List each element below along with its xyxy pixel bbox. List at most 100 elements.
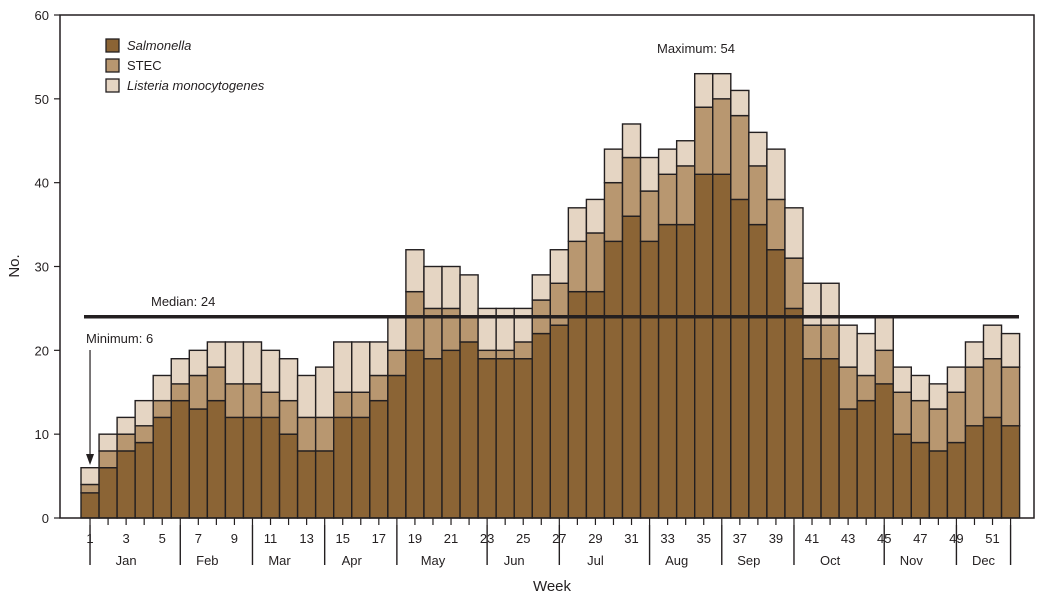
bar-segment-listeria-monocytogenes	[567, 207, 588, 243]
bar-segment-listeria-monocytogenes	[838, 324, 858, 368]
bar-segment-salmonella	[260, 416, 281, 519]
x-tick-label: 35	[696, 531, 710, 546]
bar-segment-salmonella	[80, 492, 100, 519]
bar-segment-listeria-monocytogenes	[549, 249, 570, 284]
month-label: Apr	[342, 553, 363, 568]
bar-segment-salmonella	[441, 349, 461, 519]
bar-segment-stec	[892, 391, 912, 435]
month-label: Jul	[587, 553, 604, 568]
bar-segment-listeria-monocytogenes	[982, 324, 1003, 360]
bar-segment-salmonella	[170, 399, 190, 519]
bar-segment-stec	[477, 349, 497, 360]
bar-segment-stec	[351, 391, 371, 419]
bar-segment-listeria-monocytogenes	[603, 148, 624, 184]
x-tick-label: 9	[231, 531, 238, 546]
bar-segment-stec	[766, 198, 786, 251]
bar-segment-stec	[567, 240, 588, 293]
y-axis: 0 10 20 30 40 50 60	[35, 8, 60, 526]
bar-segment-listeria-monocytogenes	[694, 72, 714, 108]
y-tick-label: 40	[35, 176, 49, 191]
bar-segment-listeria-monocytogenes	[874, 316, 894, 352]
bar-segment-stec	[748, 165, 768, 226]
bar-segment-listeria-monocytogenes	[928, 383, 949, 410]
bar-segment-stec	[405, 290, 425, 352]
bar-segment-salmonella	[314, 450, 335, 519]
bar-segment-stec	[946, 391, 967, 444]
bar-segment-salmonella	[675, 223, 696, 519]
x-tick-label: 41	[805, 531, 819, 546]
bar-segment-salmonella	[820, 358, 840, 519]
bar-segment-salmonella	[333, 416, 353, 519]
bar-segment-salmonella	[369, 399, 389, 519]
bar-segment-stec	[730, 114, 750, 201]
x-tick-label: 51	[985, 531, 999, 546]
bar-segment-stec	[712, 98, 732, 175]
y-tick-label: 30	[35, 260, 49, 275]
x-tick-label: 13	[299, 531, 313, 546]
bar-segment-listeria-monocytogenes	[333, 341, 353, 393]
bar-segment-stec	[495, 349, 515, 360]
x-tick-label: 33	[660, 531, 674, 546]
bar-segment-stec	[242, 383, 263, 419]
bar-segment-listeria-monocytogenes	[314, 366, 335, 419]
bar-segment-stec	[134, 425, 154, 444]
month-label: Jan	[116, 553, 137, 568]
bar-segment-salmonella	[802, 358, 822, 519]
bar-segment-listeria-monocytogenes	[98, 433, 118, 452]
bar-segment-stec	[188, 374, 209, 410]
bar-segment-stec	[675, 165, 696, 226]
bar-segment-listeria-monocytogenes	[152, 374, 172, 402]
bar-segment-listeria-monocytogenes	[260, 349, 281, 393]
bar-segment-salmonella	[712, 173, 732, 519]
x-tick-label: 43	[841, 531, 855, 546]
bar-segment-salmonella	[982, 416, 1003, 519]
bar-segment-listeria-monocytogenes	[856, 332, 876, 377]
bar-segment-listeria-monocytogenes	[242, 341, 263, 385]
bar-segment-stec	[116, 433, 136, 452]
bar-segment-salmonella	[946, 441, 967, 519]
bar-segment-salmonella	[964, 425, 985, 519]
bar-segment-salmonella	[603, 240, 624, 519]
bar-segment-listeria-monocytogenes	[405, 249, 425, 293]
bar-segment-salmonella	[910, 441, 931, 519]
bar-segment-salmonella	[694, 173, 714, 519]
bar-segment-stec	[585, 232, 606, 293]
bar-segment-salmonella	[567, 290, 588, 519]
bar-segment-listeria-monocytogenes	[134, 399, 154, 427]
bar-segment-salmonella	[387, 374, 407, 519]
bar-segment-stec	[982, 358, 1003, 419]
legend-swatch	[105, 38, 120, 53]
month-label: Feb	[196, 553, 218, 568]
legend-label: Salmonella	[127, 38, 191, 53]
bar-segment-salmonella	[585, 290, 606, 519]
bar-segment-stec	[928, 408, 949, 452]
bar-segment-stec	[838, 366, 858, 410]
bar-segment-salmonella	[513, 358, 533, 519]
bar-segment-stec	[802, 324, 822, 360]
bar-segment-listeria-monocytogenes	[585, 198, 606, 234]
bar-segment-salmonella	[1000, 425, 1021, 519]
bar-segment-listeria-monocytogenes	[621, 123, 642, 159]
bar-segment-stec	[441, 307, 461, 352]
bar-segment-stec	[856, 374, 876, 402]
month-label: Sep	[737, 553, 760, 568]
bar-segment-stec	[549, 282, 570, 326]
x-tick-label: 15	[335, 531, 349, 546]
bar-segment-salmonella	[928, 450, 949, 519]
bar-segment-stec	[296, 416, 317, 452]
bar-segment-listeria-monocytogenes	[784, 207, 804, 259]
bar-segment-listeria-monocytogenes	[802, 282, 822, 326]
x-tick-label: 7	[195, 531, 202, 546]
bar-segment-stec	[910, 399, 931, 444]
month-label: Aug	[665, 553, 688, 568]
x-tick-label: 19	[408, 531, 422, 546]
bar-segment-stec	[278, 399, 299, 435]
bar-segment-listeria-monocytogenes	[730, 89, 750, 117]
bar-segment-salmonella	[152, 416, 172, 519]
bar-segment-listeria-monocytogenes	[459, 274, 479, 318]
bar-segment-salmonella	[405, 349, 425, 519]
bar-segment-listeria-monocytogenes	[946, 366, 967, 393]
bar-segment-stec	[603, 181, 624, 243]
bar-segment-listeria-monocytogenes	[495, 307, 515, 352]
